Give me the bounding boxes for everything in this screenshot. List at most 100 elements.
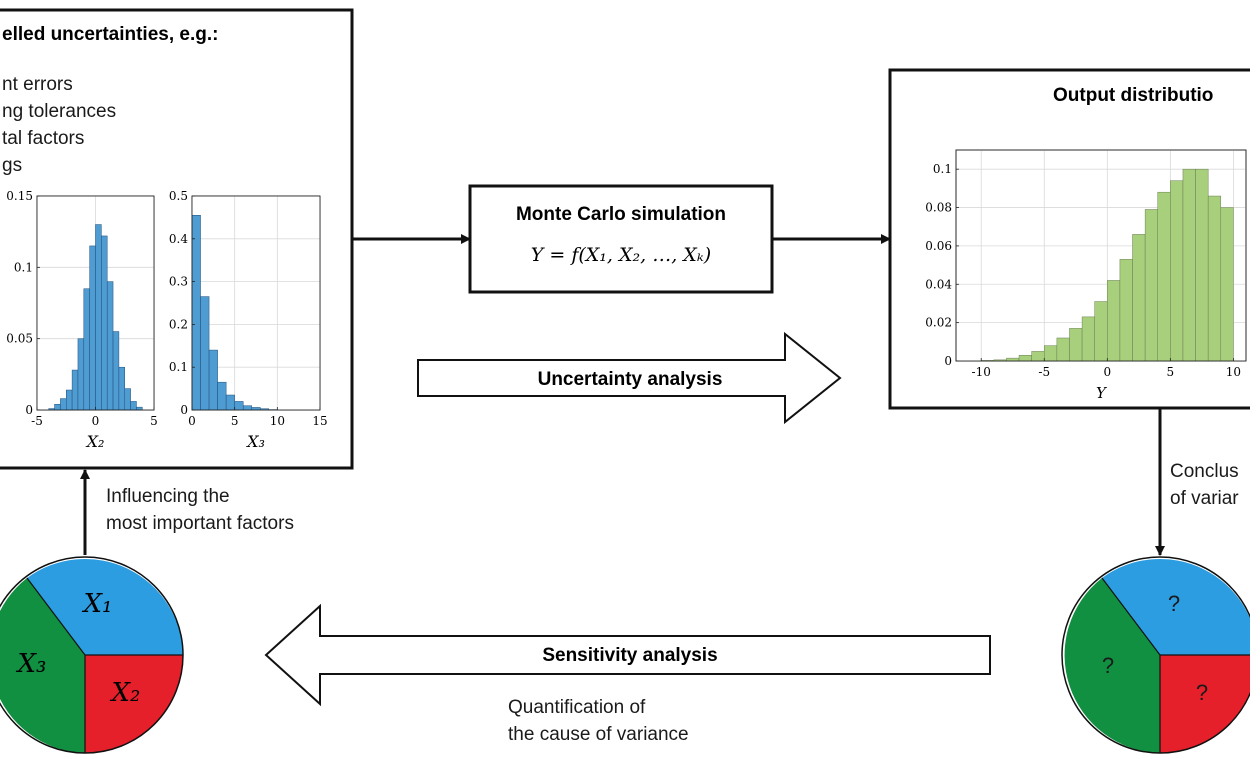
histogram-bar — [1170, 180, 1184, 361]
histogram-bar — [136, 406, 143, 410]
x-tick-label: 15 — [312, 414, 327, 428]
histogram-bar — [101, 235, 108, 410]
right-pie-slice-2 — [1160, 655, 1250, 753]
y-tick-label: 0.05 — [6, 332, 33, 346]
sensitivity-analysis-label: Sensitivity analysis — [542, 645, 717, 666]
histogram-bar — [1195, 168, 1209, 361]
influencing-label-2: most important factors — [106, 513, 294, 534]
histogram-bar — [130, 401, 137, 410]
histogram-bar — [192, 215, 201, 410]
histogram-bar — [1144, 209, 1158, 361]
histogram-bar — [234, 401, 244, 410]
histogram-bar — [112, 331, 120, 410]
y-tick-label: 0 — [25, 403, 33, 417]
histogram-bar — [60, 398, 67, 410]
x-tick-label: -5 — [1038, 365, 1050, 379]
y-tick-label: 0.08 — [925, 201, 952, 215]
y-tick-label: 0 — [180, 403, 188, 417]
y-tick-label: 0.1 — [933, 162, 952, 176]
conclusion-label-2: of variar — [1170, 488, 1239, 509]
x-tick-label: 0 — [1103, 365, 1111, 379]
input-item-4: gs — [2, 155, 22, 176]
input-item-2: ng tolerances — [2, 101, 116, 122]
histogram-bar — [83, 288, 90, 410]
histogram-bar — [124, 388, 131, 410]
histogram-bar — [118, 366, 126, 410]
x-tick-label: 0 — [92, 414, 100, 428]
x-axis-label: Y — [1096, 384, 1108, 402]
histogram-bar — [1031, 351, 1045, 361]
histogram-bar — [1207, 195, 1222, 361]
right-pie-question-2: ? — [1196, 680, 1208, 705]
histogram-x3: 0 5 10 15 0 0.1 0.2 0.3 0.4 0.5 X₃ — [169, 189, 328, 451]
pie-label-x3: X₃ — [16, 649, 47, 679]
y-tick-label: 0.06 — [925, 239, 952, 253]
output-box-title: Output distributio — [1053, 85, 1213, 106]
histogram-bar — [1018, 354, 1032, 361]
monte-carlo-title: Monte Carlo simulation — [516, 204, 726, 225]
x-axis-label: X₃ — [245, 432, 265, 451]
monte-carlo-box — [468, 184, 774, 294]
pie-slice-x3 — [0, 578, 85, 753]
x-axis-label: X₂ — [85, 432, 105, 451]
histogram-bar — [106, 281, 114, 410]
x-tick-label: 5 — [150, 414, 158, 428]
quantification-label-1: Quantification of — [508, 697, 646, 718]
histogram-bar — [1094, 301, 1108, 361]
pie-label-x1: X₁ — [82, 589, 113, 619]
histogram-bar — [1220, 207, 1234, 361]
histogram-bar — [77, 338, 85, 410]
conclusion-label-1: Conclus — [1170, 461, 1239, 482]
histogram-bar — [1107, 280, 1121, 361]
monte-carlo-formula: Y = f(X₁, X₂, …, Xₖ) — [531, 244, 711, 266]
x-tick-label: -10 — [972, 365, 991, 379]
input-item-1: nt errors — [2, 74, 73, 95]
histogram-bar — [54, 404, 61, 410]
histogram-bar — [1132, 234, 1146, 361]
histogram-y: -10 -5 0 5 10 0 0.02 0.04 0.06 0.08 0.1 Y — [925, 149, 1247, 402]
histogram-bar — [242, 405, 252, 410]
x-tick-label: 10 — [1226, 365, 1241, 379]
right-pie-question-1: ? — [1168, 591, 1180, 616]
histogram-bar — [66, 389, 73, 410]
histogram-bar — [1006, 357, 1020, 361]
histogram-bar — [208, 349, 218, 410]
left-pie-chart: X₁ X₂ X₃ — [0, 556, 184, 754]
input-box-title: elled uncertainties, e.g.: — [2, 24, 218, 45]
x-tick-label: 5 — [231, 414, 239, 428]
influencing-label-1: Influencing the — [106, 486, 230, 507]
histogram-bar — [1056, 337, 1070, 361]
histogram-bar — [1119, 259, 1133, 361]
pie-slice-x1 — [27, 558, 183, 655]
histogram-bar — [1157, 191, 1171, 361]
histogram-bar — [71, 369, 79, 410]
histogram-bar — [1081, 316, 1095, 361]
y-tick-label: 0.2 — [169, 317, 188, 331]
histogram-bar — [200, 296, 210, 410]
histogram-bar — [1044, 345, 1058, 361]
histogram-bar — [95, 224, 102, 410]
y-tick-label: 0.02 — [925, 316, 952, 330]
y-tick-label: 0.15 — [6, 189, 33, 203]
y-tick-label: 0.5 — [169, 189, 188, 203]
right-pie-chart: ? ? ? — [1061, 556, 1250, 754]
input-item-3: tal factors — [2, 128, 84, 149]
histogram-bar — [89, 245, 96, 410]
uncertainty-analysis-label: Uncertainty analysis — [538, 369, 723, 390]
pie-label-x2: X₂ — [110, 678, 141, 708]
y-tick-label: 0 — [944, 354, 952, 368]
right-pie-question-3: ? — [1102, 653, 1114, 678]
x-tick-label: 5 — [1167, 365, 1175, 379]
y-tick-label: 0.4 — [169, 232, 188, 246]
y-tick-label: 0.04 — [925, 277, 952, 291]
y-tick-label: 0.1 — [169, 360, 188, 374]
sensitivity-analysis-arrow — [264, 603, 991, 707]
x-tick-label: 10 — [270, 414, 285, 428]
quantification-label-2: the cause of variance — [508, 724, 689, 745]
x-tick-label: 0 — [188, 414, 196, 428]
y-tick-label: 0.3 — [169, 275, 188, 289]
histogram-bar — [225, 394, 235, 410]
histogram-bar — [217, 381, 227, 410]
